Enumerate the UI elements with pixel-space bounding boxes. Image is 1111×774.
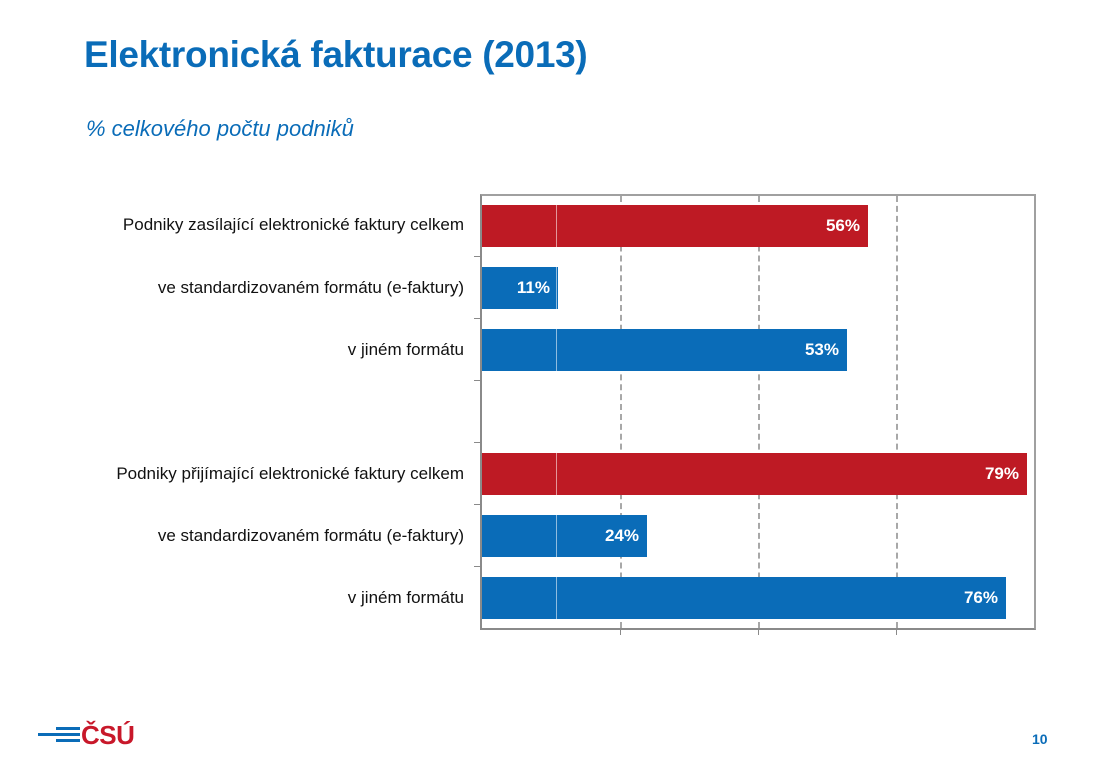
gridline bbox=[758, 196, 760, 628]
bar-value-label: 53% bbox=[804, 340, 839, 359]
x-tick bbox=[620, 630, 621, 635]
bar-value-label: 11% bbox=[516, 278, 550, 297]
category-label: v jiném formátu bbox=[347, 340, 464, 359]
chart-plot-area: 56% 11% 53% 79% 24% 76% bbox=[474, 194, 1036, 635]
page-number: 10 bbox=[1032, 731, 1048, 747]
category-label: v jiném formátu bbox=[347, 588, 464, 607]
category-label: Podniky zasílající elektronické faktury … bbox=[122, 215, 464, 234]
y-tick bbox=[474, 380, 480, 381]
bar-value-label: 79% bbox=[984, 464, 1019, 483]
slide-title: Elektronická fakturace (2013) bbox=[84, 34, 588, 75]
y-tick bbox=[474, 566, 480, 567]
y-tick bbox=[474, 442, 480, 443]
x-tick bbox=[758, 630, 759, 635]
gridline bbox=[556, 196, 557, 628]
gridline bbox=[896, 196, 898, 628]
bar-receiving-standard: 24% bbox=[482, 515, 647, 557]
bar-sending-total: 56% bbox=[482, 205, 868, 247]
bar-sending-standard: 11% bbox=[482, 267, 558, 309]
logo-text: ČSÚ bbox=[81, 720, 135, 750]
bar-value-label: 76% bbox=[963, 588, 998, 607]
gridline bbox=[620, 196, 622, 628]
x-tick bbox=[896, 630, 897, 635]
category-label: ve standardizovaném formátu (e-faktury) bbox=[157, 278, 464, 297]
bar-receiving-other: 76% bbox=[482, 577, 1006, 619]
slide-subtitle: % celkového počtu podniků bbox=[86, 116, 354, 141]
y-tick bbox=[474, 318, 480, 319]
category-label: Podniky přijímající elektronické faktury… bbox=[116, 464, 464, 483]
bar-value-label: 56% bbox=[825, 216, 860, 235]
bar-sending-other: 53% bbox=[482, 329, 847, 371]
y-tick bbox=[474, 504, 480, 505]
y-tick bbox=[474, 256, 480, 257]
bar-value-label: 24% bbox=[604, 526, 639, 545]
category-label: ve standardizovaném formátu (e-faktury) bbox=[157, 526, 464, 545]
bar-receiving-total: 79% bbox=[482, 453, 1027, 495]
